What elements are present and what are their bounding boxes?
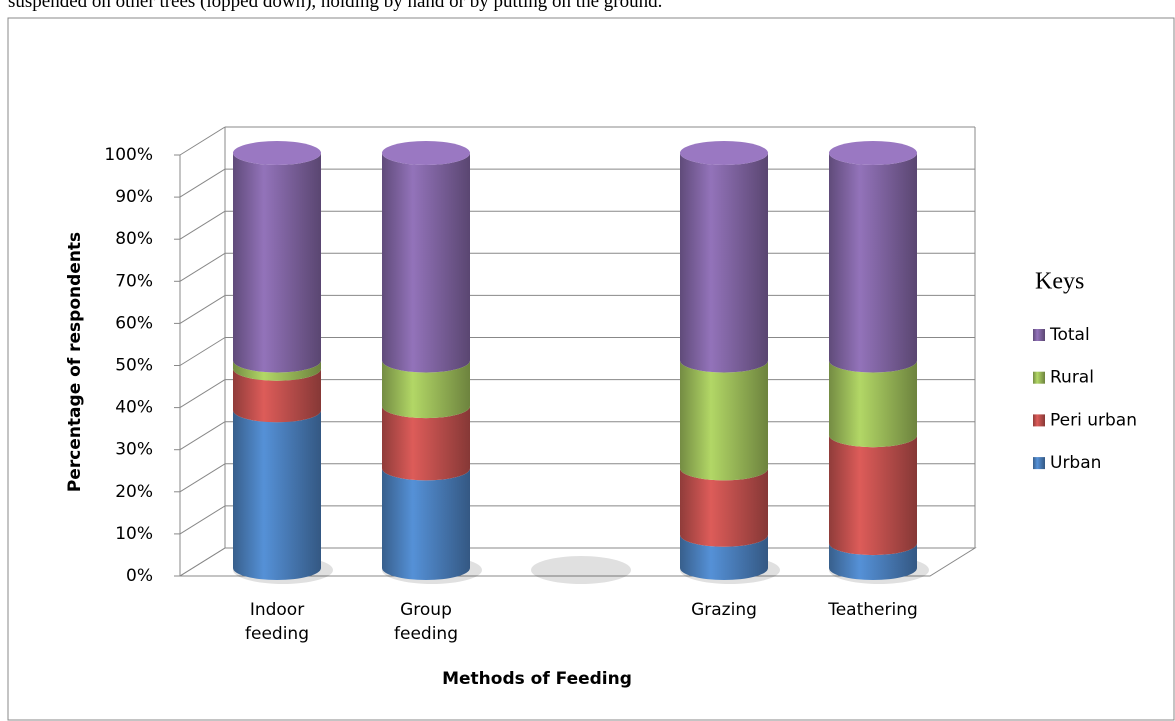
cylinder-segment [382, 360, 470, 419]
grid-line [179, 252, 226, 282]
cylinder-segment [233, 153, 321, 373]
legend-swatch [1033, 329, 1045, 341]
grid-line [179, 505, 226, 535]
y-tick-label: 50% [115, 356, 153, 376]
cylinder-segment [233, 360, 321, 381]
cylinder-segment [680, 534, 768, 580]
x-tick-label: Grazing [691, 600, 757, 620]
x-tick-label: Indoor feeding [245, 600, 309, 644]
cylinder-segment [680, 153, 768, 373]
cylinder-segment [829, 543, 917, 580]
legend-label: Rural [1050, 368, 1094, 388]
cylinder-segment [829, 360, 917, 448]
cylinder-top [233, 141, 321, 165]
y-tick-label: 90% [115, 187, 153, 207]
cylinder-segment [382, 153, 470, 373]
legend-label: Peri urban [1050, 410, 1137, 430]
cylinder-top [680, 141, 768, 165]
legend-label: Urban [1050, 453, 1101, 473]
grid-line [179, 463, 226, 493]
cylinder-segment [829, 435, 917, 556]
x-tick-label: Teathering [828, 600, 918, 620]
legend-swatch [1033, 371, 1045, 384]
y-tick-label: 10% [115, 524, 153, 544]
x-axis-title: Methods of Feeding [442, 669, 632, 689]
cylinder-segment [233, 410, 321, 580]
legend-swatch [1033, 414, 1045, 427]
grid-line [179, 337, 226, 366]
grid-line [179, 210, 226, 240]
frame [7, 17, 1175, 721]
grid-line [179, 547, 226, 577]
y-tick-label: 20% [115, 482, 153, 502]
grid-line [179, 379, 226, 409]
cylinder-segment [829, 153, 917, 373]
grid-line [179, 126, 226, 156]
cylinder-segment [233, 368, 321, 423]
legend-swatch [1033, 457, 1045, 470]
x-tick-label: Group feeding [394, 600, 458, 644]
y-tick-label: 80% [115, 229, 153, 249]
cylinder-top [382, 141, 470, 165]
page-text: suspended on other trees (lopped down), … [8, 0, 663, 12]
y-tick-label: 60% [115, 313, 153, 333]
y-tick-label: 40% [115, 398, 153, 418]
y-tick-label: 100% [104, 145, 153, 165]
cylinder-segment [680, 468, 768, 547]
legend-title: Keys [1035, 269, 1084, 295]
y-axis-title: Percentage of respondents [65, 232, 85, 492]
cylinder-segment [382, 406, 470, 481]
grid-line [179, 168, 226, 198]
shadow [531, 556, 631, 584]
y-tick-label: 0% [126, 566, 153, 586]
y-tick-label: 70% [115, 271, 153, 291]
grid-line [179, 421, 226, 451]
grid-line [179, 294, 226, 324]
y-tick-label: 30% [115, 440, 153, 460]
cylinder-segment [382, 468, 470, 580]
cylinder-top [829, 141, 917, 165]
legend-label: Total [1049, 325, 1090, 345]
cylinder-segment [680, 360, 768, 481]
